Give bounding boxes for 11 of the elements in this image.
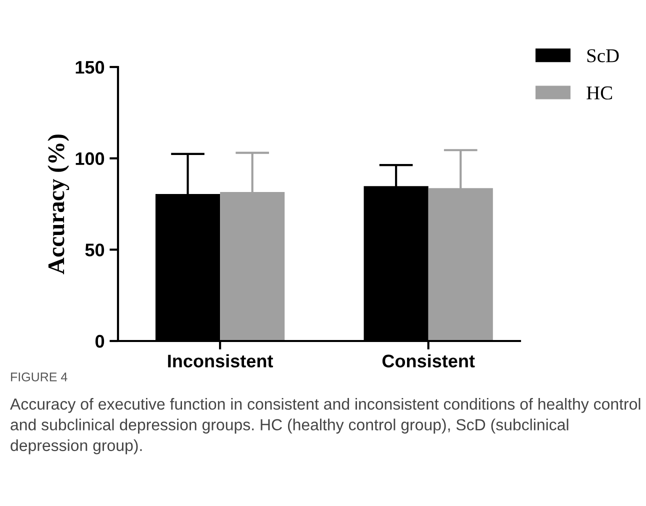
x-tick-label: Inconsistent — [168, 354, 274, 368]
y-axis-title: Accuracy (%) — [48, 134, 70, 274]
y-tick-label: 0 — [95, 334, 104, 348]
y-tick-label: 150 — [76, 60, 104, 74]
legend-label: HC — [586, 86, 612, 100]
y-tick-label: 100 — [76, 152, 104, 166]
caption: FIGURE 4 — [11, 372, 68, 382]
text: Accuracy of executive function in consistent and inconsistent conditions of healthy control and subclinical depression groups. HC (healthy control group), ScD (subclinical depression group). — [10, 398, 640, 454]
x-tick-label: Consistent — [382, 354, 475, 368]
y-tick-label: 50 — [85, 244, 104, 256]
legend-label: ScD — [587, 49, 619, 62]
